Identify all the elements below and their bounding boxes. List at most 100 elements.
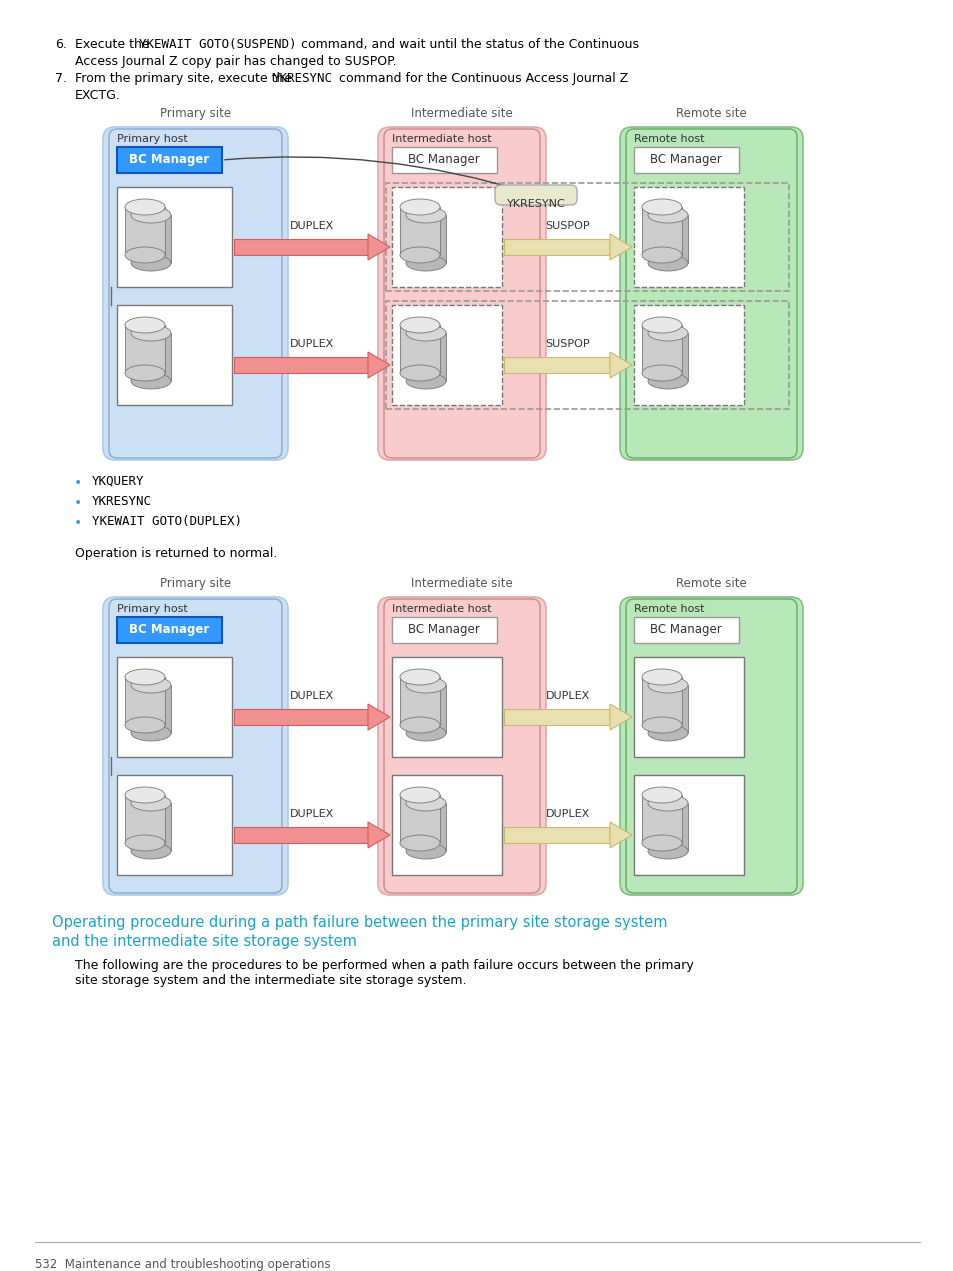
Bar: [117, 775, 232, 874]
Bar: [131, 333, 171, 381]
Ellipse shape: [641, 717, 681, 733]
Text: Primary site: Primary site: [160, 577, 231, 590]
Bar: [386, 183, 788, 291]
Bar: [117, 657, 232, 758]
Bar: [647, 685, 687, 733]
Text: and the intermediate site storage system: and the intermediate site storage system: [52, 934, 356, 949]
Bar: [233, 357, 368, 372]
Ellipse shape: [406, 255, 446, 271]
Ellipse shape: [641, 365, 681, 381]
Ellipse shape: [406, 794, 446, 811]
Text: YKEWAIT GOTO(SUSPEND): YKEWAIT GOTO(SUSPEND): [139, 38, 296, 51]
Bar: [117, 305, 232, 405]
Bar: [392, 775, 501, 874]
FancyBboxPatch shape: [619, 597, 802, 895]
Polygon shape: [368, 704, 390, 730]
Ellipse shape: [641, 787, 681, 803]
Text: DUPLEX: DUPLEX: [290, 339, 334, 350]
Ellipse shape: [131, 207, 171, 222]
Text: command, and wait until the status of the Continuous: command, and wait until the status of th…: [296, 38, 639, 51]
Bar: [634, 657, 743, 758]
FancyBboxPatch shape: [377, 127, 545, 460]
Text: BC Manager: BC Manager: [129, 154, 209, 167]
FancyBboxPatch shape: [109, 599, 282, 894]
Text: Remote host: Remote host: [634, 133, 703, 144]
Polygon shape: [368, 822, 390, 848]
Text: •: •: [73, 516, 82, 530]
Ellipse shape: [406, 677, 446, 693]
Text: •: •: [73, 477, 82, 491]
Polygon shape: [368, 352, 390, 377]
Ellipse shape: [399, 365, 439, 381]
Ellipse shape: [125, 365, 165, 381]
FancyBboxPatch shape: [103, 597, 288, 895]
Bar: [406, 685, 446, 733]
Bar: [647, 803, 687, 852]
Ellipse shape: [131, 794, 171, 811]
Ellipse shape: [641, 835, 681, 852]
Bar: [647, 333, 687, 381]
Bar: [125, 794, 165, 843]
Text: From the primary site, execute the: From the primary site, execute the: [75, 72, 295, 85]
Text: YKRESYNC: YKRESYNC: [91, 494, 152, 508]
Bar: [399, 794, 439, 843]
FancyBboxPatch shape: [384, 599, 539, 894]
Text: Access Journal Z copy pair has changed to SUSPOP.: Access Journal Z copy pair has changed t…: [75, 55, 396, 69]
Bar: [503, 709, 609, 724]
Ellipse shape: [406, 724, 446, 741]
Bar: [392, 187, 501, 287]
Bar: [131, 803, 171, 852]
Bar: [233, 827, 368, 843]
Text: SUSPOP: SUSPOP: [545, 221, 590, 231]
Text: Intermediate site: Intermediate site: [411, 577, 513, 590]
Ellipse shape: [399, 835, 439, 852]
Text: EXCTG.: EXCTG.: [75, 89, 121, 102]
Bar: [634, 187, 743, 287]
Ellipse shape: [647, 372, 687, 389]
Bar: [406, 215, 446, 263]
Text: DUPLEX: DUPLEX: [290, 221, 334, 231]
Ellipse shape: [647, 843, 687, 859]
Bar: [399, 207, 439, 255]
Ellipse shape: [641, 200, 681, 215]
Polygon shape: [609, 352, 631, 377]
Text: BC Manager: BC Manager: [649, 154, 721, 167]
Polygon shape: [609, 704, 631, 730]
Text: Intermediate host: Intermediate host: [392, 133, 491, 144]
Bar: [392, 657, 501, 758]
Bar: [406, 333, 446, 381]
Text: Remote site: Remote site: [676, 577, 746, 590]
Bar: [647, 215, 687, 263]
Polygon shape: [609, 234, 631, 261]
Bar: [641, 325, 681, 372]
FancyBboxPatch shape: [495, 186, 577, 205]
Text: 7.: 7.: [55, 72, 67, 85]
Bar: [392, 147, 497, 173]
Text: BC Manager: BC Manager: [649, 624, 721, 637]
Text: Primary host: Primary host: [117, 604, 188, 614]
Ellipse shape: [399, 787, 439, 803]
Text: DUPLEX: DUPLEX: [290, 691, 334, 702]
FancyBboxPatch shape: [109, 128, 282, 458]
FancyBboxPatch shape: [377, 597, 545, 895]
Text: DUPLEX: DUPLEX: [545, 691, 590, 702]
Bar: [406, 803, 446, 852]
Ellipse shape: [131, 677, 171, 693]
Ellipse shape: [641, 247, 681, 263]
Bar: [503, 827, 609, 843]
Bar: [641, 677, 681, 724]
Ellipse shape: [131, 372, 171, 389]
Bar: [131, 215, 171, 263]
Bar: [634, 147, 739, 173]
Ellipse shape: [399, 669, 439, 685]
Bar: [641, 794, 681, 843]
Bar: [131, 685, 171, 733]
Ellipse shape: [125, 316, 165, 333]
Text: Intermediate host: Intermediate host: [392, 604, 491, 614]
FancyBboxPatch shape: [625, 599, 796, 894]
Text: The following are the procedures to be performed when a path failure occurs betw: The following are the procedures to be p…: [75, 960, 693, 972]
Ellipse shape: [125, 247, 165, 263]
Text: Operation is returned to normal.: Operation is returned to normal.: [75, 547, 277, 561]
Ellipse shape: [641, 669, 681, 685]
Ellipse shape: [647, 724, 687, 741]
